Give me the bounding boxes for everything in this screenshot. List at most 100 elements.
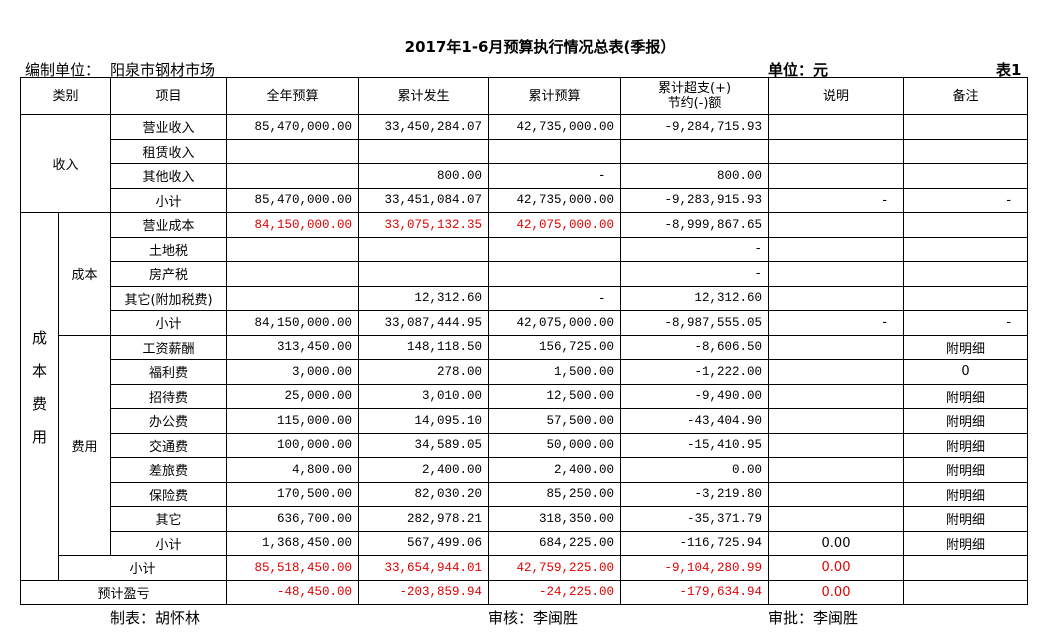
amount: -9,284,715.93 [620,114,770,140]
amount: 2,400.00 [488,457,622,483]
remark [903,163,1029,189]
item: 房产税 [110,261,228,287]
remark [903,555,1029,581]
title: 2017年1-6月预算执行情况总表(季报） [404,38,676,56]
item: 小计 [110,530,228,556]
row: 保险费 170,500.00 82,030.20 85,250.00 -3,219.80… [21,481,1029,507]
note [768,359,905,385]
remark: 附明细 [903,432,1029,458]
column-header: 项目 [110,77,228,115]
amount: 2,400.00 [358,457,490,483]
amount: 12,312.60 [620,285,770,311]
item: 小计 [57,555,228,581]
amount: 684,225.00 [488,530,622,556]
note [768,285,905,311]
sub-category: 成本 [57,212,112,336]
note [768,138,905,164]
amount: 33,450,284.07 [358,114,490,140]
row: 差旅费 4,800.00 2,400.00 2,400.00 0.00 附明细 [21,457,1029,483]
row: 小计 85,518,450.00 33,654,944.01 42,759,225.0… [21,555,1029,581]
sub-category: 费用 [57,334,112,556]
amount: 33,654,944.01 [358,555,490,581]
amount: -8,999,867.65 [620,212,770,238]
row: 小计 85,470,000.00 33,451,084.07 42,735,000.0… [21,187,1029,213]
amount: -1,222.00 [620,359,770,385]
item: 营业收入 [110,114,228,140]
row: 其它 636,700.00 282,978.21 318,350.00 -35,371.… [21,506,1029,532]
column-header: 类别 [19,77,112,115]
amount: -15,410.95 [620,432,770,458]
item: 其他收入 [110,163,228,189]
note: - [768,187,905,213]
amount: 42,735,000.00 [488,187,622,213]
row: 其他收入 800.00-800.00 [21,163,1029,189]
amount: 567,499.06 [358,530,490,556]
amount: 170,500.00 [226,481,360,507]
amount: -48,450.00 [226,579,360,605]
amount [620,138,770,164]
amount: 42,735,000.00 [488,114,622,140]
amount: 800.00 [358,163,490,189]
note [768,506,905,532]
amount [358,236,490,262]
row: 房产税 - [21,261,1029,287]
amount: 82,030.20 [358,481,490,507]
amount: 33,075,132.35 [358,212,490,238]
amount [488,236,622,262]
remark [903,285,1029,311]
amount: 42,075,000.00 [488,212,622,238]
row: 土地税 - [21,236,1029,262]
amount: -8,606.50 [620,334,770,360]
amount: 636,700.00 [226,506,360,532]
item: 交通费 [110,432,228,458]
org-label: 编制单位： [25,61,101,79]
amount: 85,470,000.00 [226,114,360,140]
amount: 85,518,450.00 [226,555,360,581]
row: 类别 项目 全年预算 累计发生 累计预算 累计超支(+) 节约(-)额 说明 备注 [19,77,1029,115]
row: 预计盈亏 -48,450.00 -203,859.94 -24,225.00 -179,… [19,579,1029,605]
item: 小计 [110,310,228,336]
item: 租赁收入 [110,138,228,164]
amount: 25,000.00 [226,383,360,409]
amount: 4,800.00 [226,457,360,483]
remark: 附明细 [903,383,1029,409]
row: 成本费用 成本 营业成本 84,150,000.00 33,075,132.35 42,0… [20,212,1029,581]
row: 办公费 115,000.00 14,095.10 57,500.00 -43,404.9… [21,408,1029,434]
note [768,457,905,483]
category: 收入 [19,114,112,213]
amount: 85,470,000.00 [226,187,360,213]
note [768,408,905,434]
amount: 84,150,000.00 [226,310,360,336]
item: 差旅费 [110,457,228,483]
note [768,261,905,287]
column-header: 累计发生 [358,77,490,115]
budget-table: 类别 项目 全年预算 累计发生 累计预算 累计超支(+) 节约(-)额 说明 备注 收入 营业收入… [19,77,1029,605]
amount: 1,368,450.00 [226,530,360,556]
item: 预计盈亏 [19,579,228,605]
row: 小计 84,150,000.00 33,087,444.95 42,075,000.0… [21,310,1029,336]
remark: - [903,187,1029,213]
amount: 33,087,444.95 [358,310,490,336]
amount: 57,500.00 [488,408,622,434]
remark: - [903,310,1029,336]
amount: 278.00 [358,359,490,385]
note [768,212,905,238]
note: 0.00 [768,530,905,556]
row: 福利费 3,000.00 278.00 1,500.00 -1,222.00 0 [21,359,1029,385]
amount [358,138,490,164]
approved-by: 审批：李闽胜 [768,609,859,627]
amount [226,261,360,287]
amount: 0.00 [620,457,770,483]
row: 小计 1,368,450.00 567,499.06 684,225.00 -116,7… [21,530,1029,556]
row: 交通费 100,000.00 34,589.05 50,000.00 -15,410.9… [21,432,1029,458]
reviewed-by: 审核：李闽胜 [488,609,579,627]
amount: 14,095.10 [358,408,490,434]
remark [903,579,1029,605]
amount: - [488,285,622,311]
note [768,432,905,458]
amount: 800.00 [620,163,770,189]
amount: 3,000.00 [226,359,360,385]
remark [903,236,1029,262]
amount: -9,283,915.93 [620,187,770,213]
note [768,236,905,262]
